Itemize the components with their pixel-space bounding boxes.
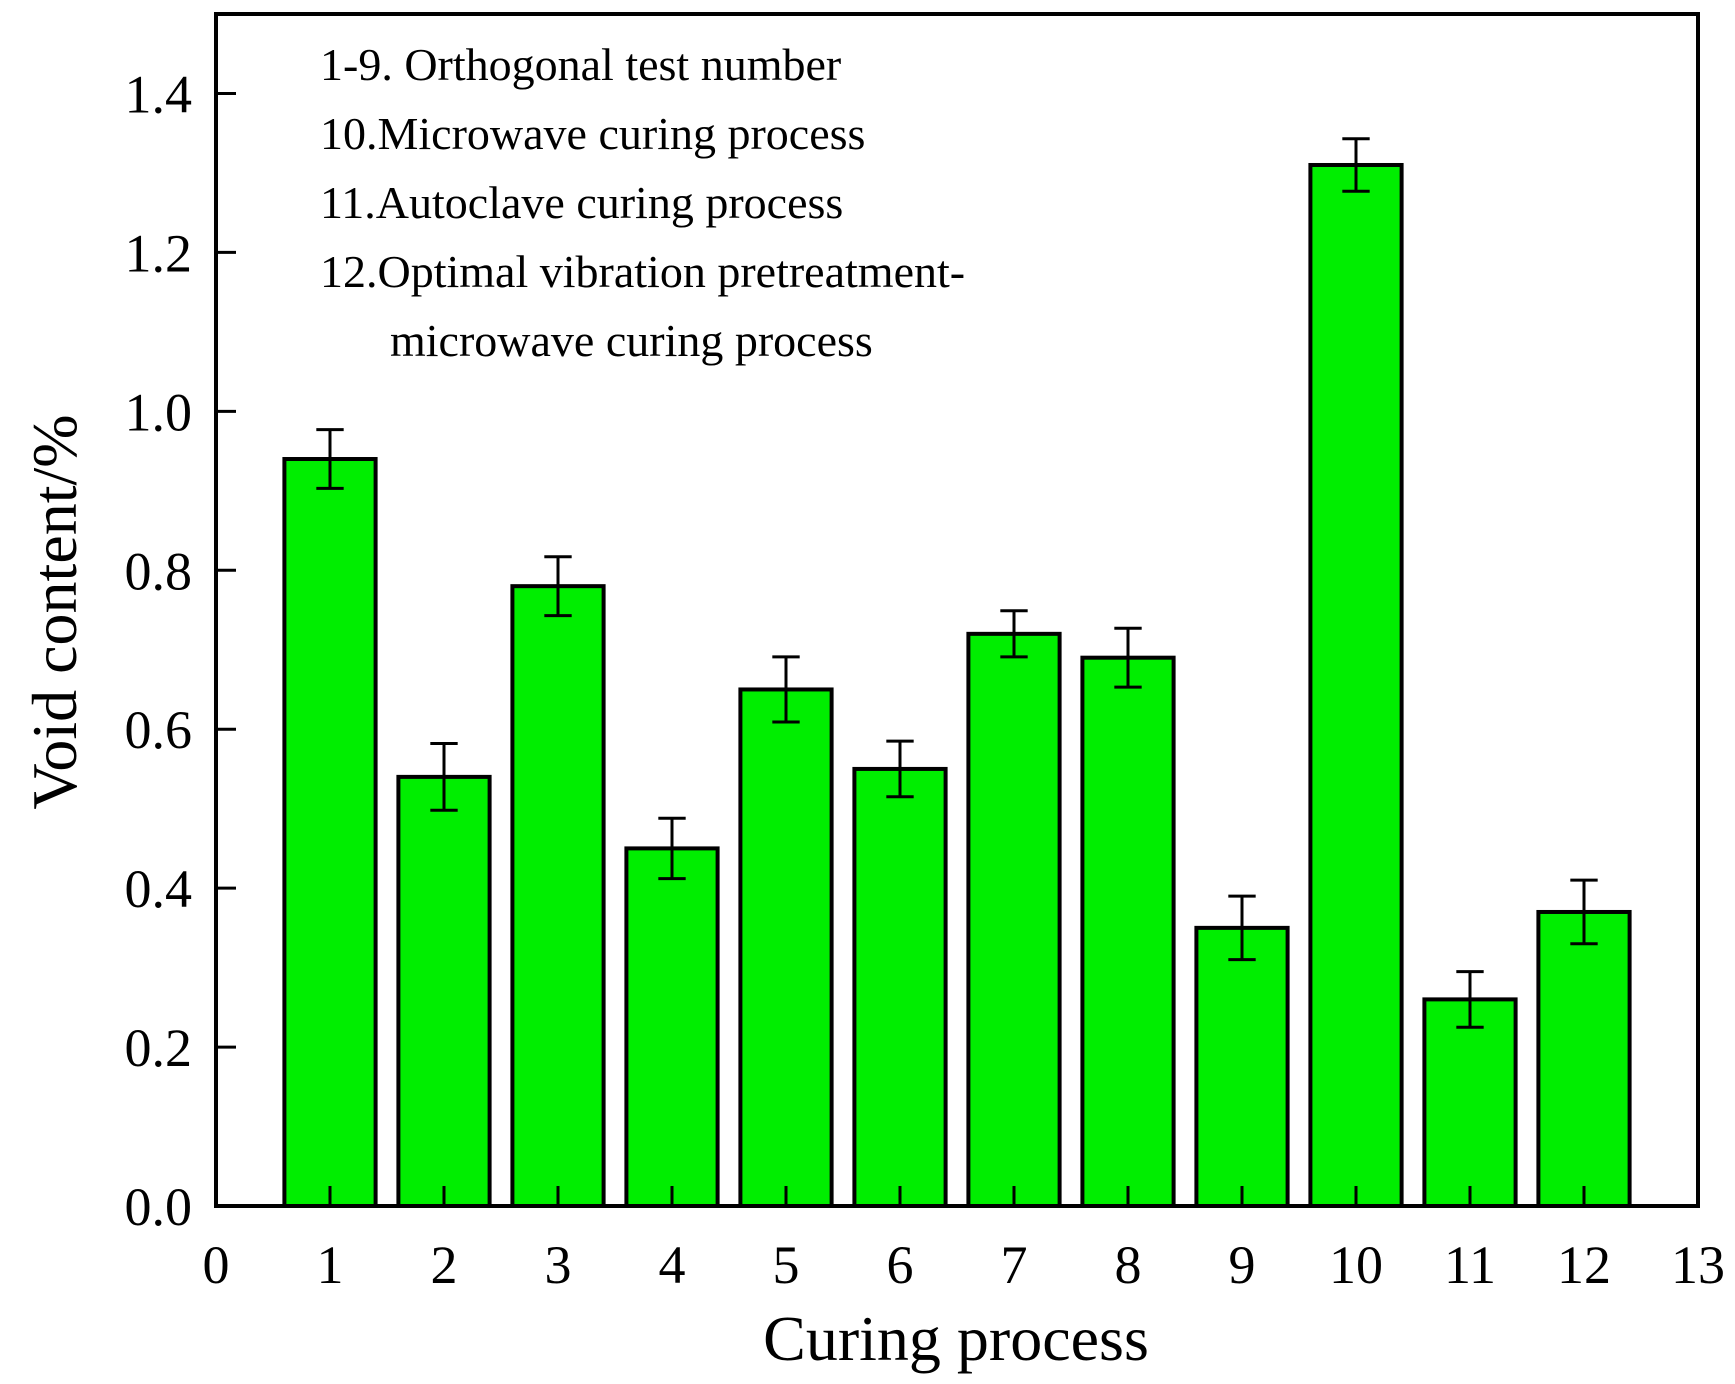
plot-frame [214, 12, 1700, 1208]
x-tick-label-10: 10 [1329, 1235, 1383, 1295]
x-tick-label-13: 13 [1671, 1235, 1725, 1295]
y-tick-label-0.2: 0.2 [125, 1018, 193, 1078]
x-tick-label-1: 1 [317, 1235, 344, 1295]
y-tick-label-0.6: 0.6 [125, 700, 193, 760]
x-tick-label-12: 12 [1557, 1235, 1611, 1295]
annotation-block: 1-9. Orthogonal test number 10.Microwave… [320, 39, 965, 366]
bar-10 [1308, 162, 1404, 1208]
error-bar-11 [1456, 970, 1484, 1029]
bar-2 [396, 774, 492, 1208]
error-bar-3 [544, 555, 572, 618]
bar-6 [852, 766, 948, 1209]
y-tick-label-0.8: 0.8 [125, 541, 193, 601]
ticks-layer [214, 91, 1700, 1208]
y-tick-label-0.4: 0.4 [125, 859, 193, 919]
x-tick-label-5: 5 [773, 1235, 800, 1295]
bar-7 [966, 631, 1062, 1208]
bar-12 [1536, 909, 1632, 1208]
bar-4 [624, 846, 720, 1209]
error-bar-6 [886, 739, 914, 799]
x-tick-label-2: 2 [431, 1235, 458, 1295]
y-tick-label-1.2: 1.2 [125, 223, 193, 283]
x-axis-title: Curing process [763, 1303, 1149, 1374]
annotation-line-5: microwave curing process [390, 315, 873, 366]
error-bars-layer [316, 137, 1598, 1029]
bar-1 [282, 457, 378, 1209]
y-tick-label-1.0: 1.0 [125, 382, 193, 442]
y-tick-label-0.0: 0.0 [125, 1177, 193, 1237]
y-axis-title: Void content/% [19, 414, 90, 809]
error-bar-2 [430, 742, 458, 812]
error-bar-8 [1114, 626, 1142, 689]
bar-8 [1080, 655, 1176, 1208]
annotation-line-3: 11.Autoclave curing process [320, 177, 843, 228]
x-tick-label-7: 7 [1001, 1235, 1028, 1295]
x-tick-label-9: 9 [1229, 1235, 1256, 1295]
x-tick-label-6: 6 [887, 1235, 914, 1295]
bar-9 [1194, 925, 1290, 1208]
tick-labels-layer: 0 1 2 3 4 5 6 7 8 9 10 11 12 130.00.20.40.60.81.01.21… [125, 64, 1726, 1295]
annotation-line-2: 10.Microwave curing process [320, 108, 865, 159]
x-tick-label-0: 0 [203, 1235, 230, 1295]
x-tick-label-8: 8 [1115, 1235, 1142, 1295]
annotation-line-4: 12.Optimal vibration pretreatment- [320, 246, 965, 297]
error-bar-4 [658, 816, 686, 881]
y-tick-label-1.4: 1.4 [125, 64, 193, 124]
bar-5 [738, 687, 834, 1208]
error-bar-7 [1000, 609, 1028, 659]
annotation-line-1: 1-9. Orthogonal test number [320, 39, 841, 90]
bar-3 [510, 584, 606, 1208]
x-tick-label-3: 3 [545, 1235, 572, 1295]
error-bar-5 [772, 655, 800, 724]
error-bar-1 [316, 428, 344, 490]
error-bar-10 [1342, 137, 1370, 193]
error-bar-12 [1570, 878, 1598, 946]
x-tick-label-4: 4 [659, 1235, 686, 1295]
x-tick-label-11: 11 [1444, 1235, 1496, 1295]
error-bar-9 [1228, 894, 1256, 962]
bar-11 [1422, 997, 1518, 1208]
